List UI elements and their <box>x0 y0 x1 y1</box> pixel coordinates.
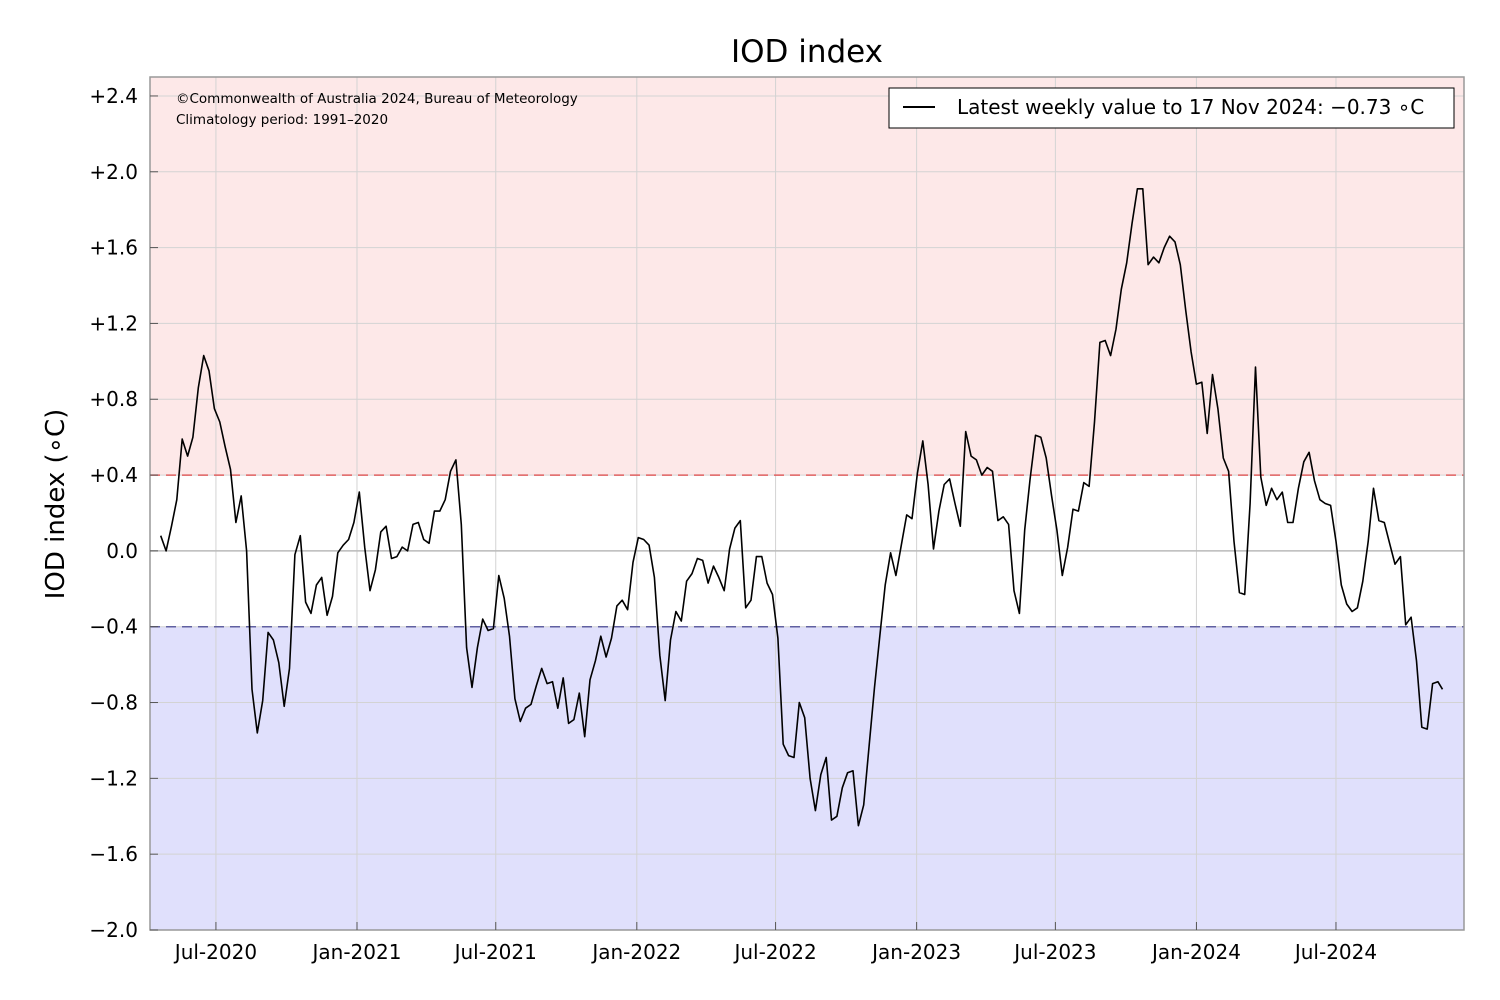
x-tick-label: Jan-2021 <box>311 940 402 964</box>
y-tick-label: +1.2 <box>89 311 138 335</box>
chart-title: IOD index <box>731 34 883 70</box>
y-axis: +2.4 +2.0 +1.6 +1.2 +0.8 +0.4 0.0 −0.4 −0.8 −1.2 −… <box>89 84 158 942</box>
series-line-iod <box>159 188 1444 827</box>
x-tick-label: Jul-2020 <box>173 940 257 964</box>
copyright-note: ©Commonwealth of Australia 2024, Bureau … <box>176 91 578 107</box>
y-tick-label: +2.4 <box>89 84 138 108</box>
x-tick-label: Jul-2023 <box>1012 940 1096 964</box>
positive-zone <box>150 77 1464 476</box>
y-tick-label: +1.6 <box>89 236 138 260</box>
gridlines <box>150 77 1464 931</box>
x-tick-label: Jan-2024 <box>1150 940 1241 964</box>
y-tick-label: −0.4 <box>89 615 138 639</box>
x-tick-label: Jan-2022 <box>590 940 681 964</box>
x-tick-label: Jul-2024 <box>1293 940 1377 964</box>
y-tick-label: +2.0 <box>89 160 138 184</box>
y-tick-label: −1.6 <box>89 842 138 866</box>
y-tick-label: +0.8 <box>89 387 138 411</box>
y-tick-label: −2.0 <box>89 918 138 942</box>
x-axis: Jul-2020 Jan-2021 Jul-2021 Jan-2022 Jul-2022… <box>173 922 1377 964</box>
x-tick-label: Jul-2022 <box>732 940 816 964</box>
x-tick-label: Jan-2023 <box>870 940 961 964</box>
y-tick-label: 0.0 <box>106 539 138 563</box>
legend-entry: Latest weekly value to 17 Nov 2024: −0.7… <box>957 95 1424 119</box>
y-tick-label: −1.2 <box>89 766 138 790</box>
plot-frame <box>149 76 1465 931</box>
y-tick-label: −0.8 <box>89 691 138 715</box>
climatology-note: Climatology period: 1991–2020 <box>176 112 388 128</box>
legend: Latest weekly value to 17 Nov 2024: −0.7… <box>888 87 1455 129</box>
x-tick-label: Jul-2021 <box>453 940 537 964</box>
y-axis-label: IOD index (∘C) <box>41 409 71 600</box>
y-tick-label: +0.4 <box>89 463 138 487</box>
legend-box <box>888 87 1455 129</box>
